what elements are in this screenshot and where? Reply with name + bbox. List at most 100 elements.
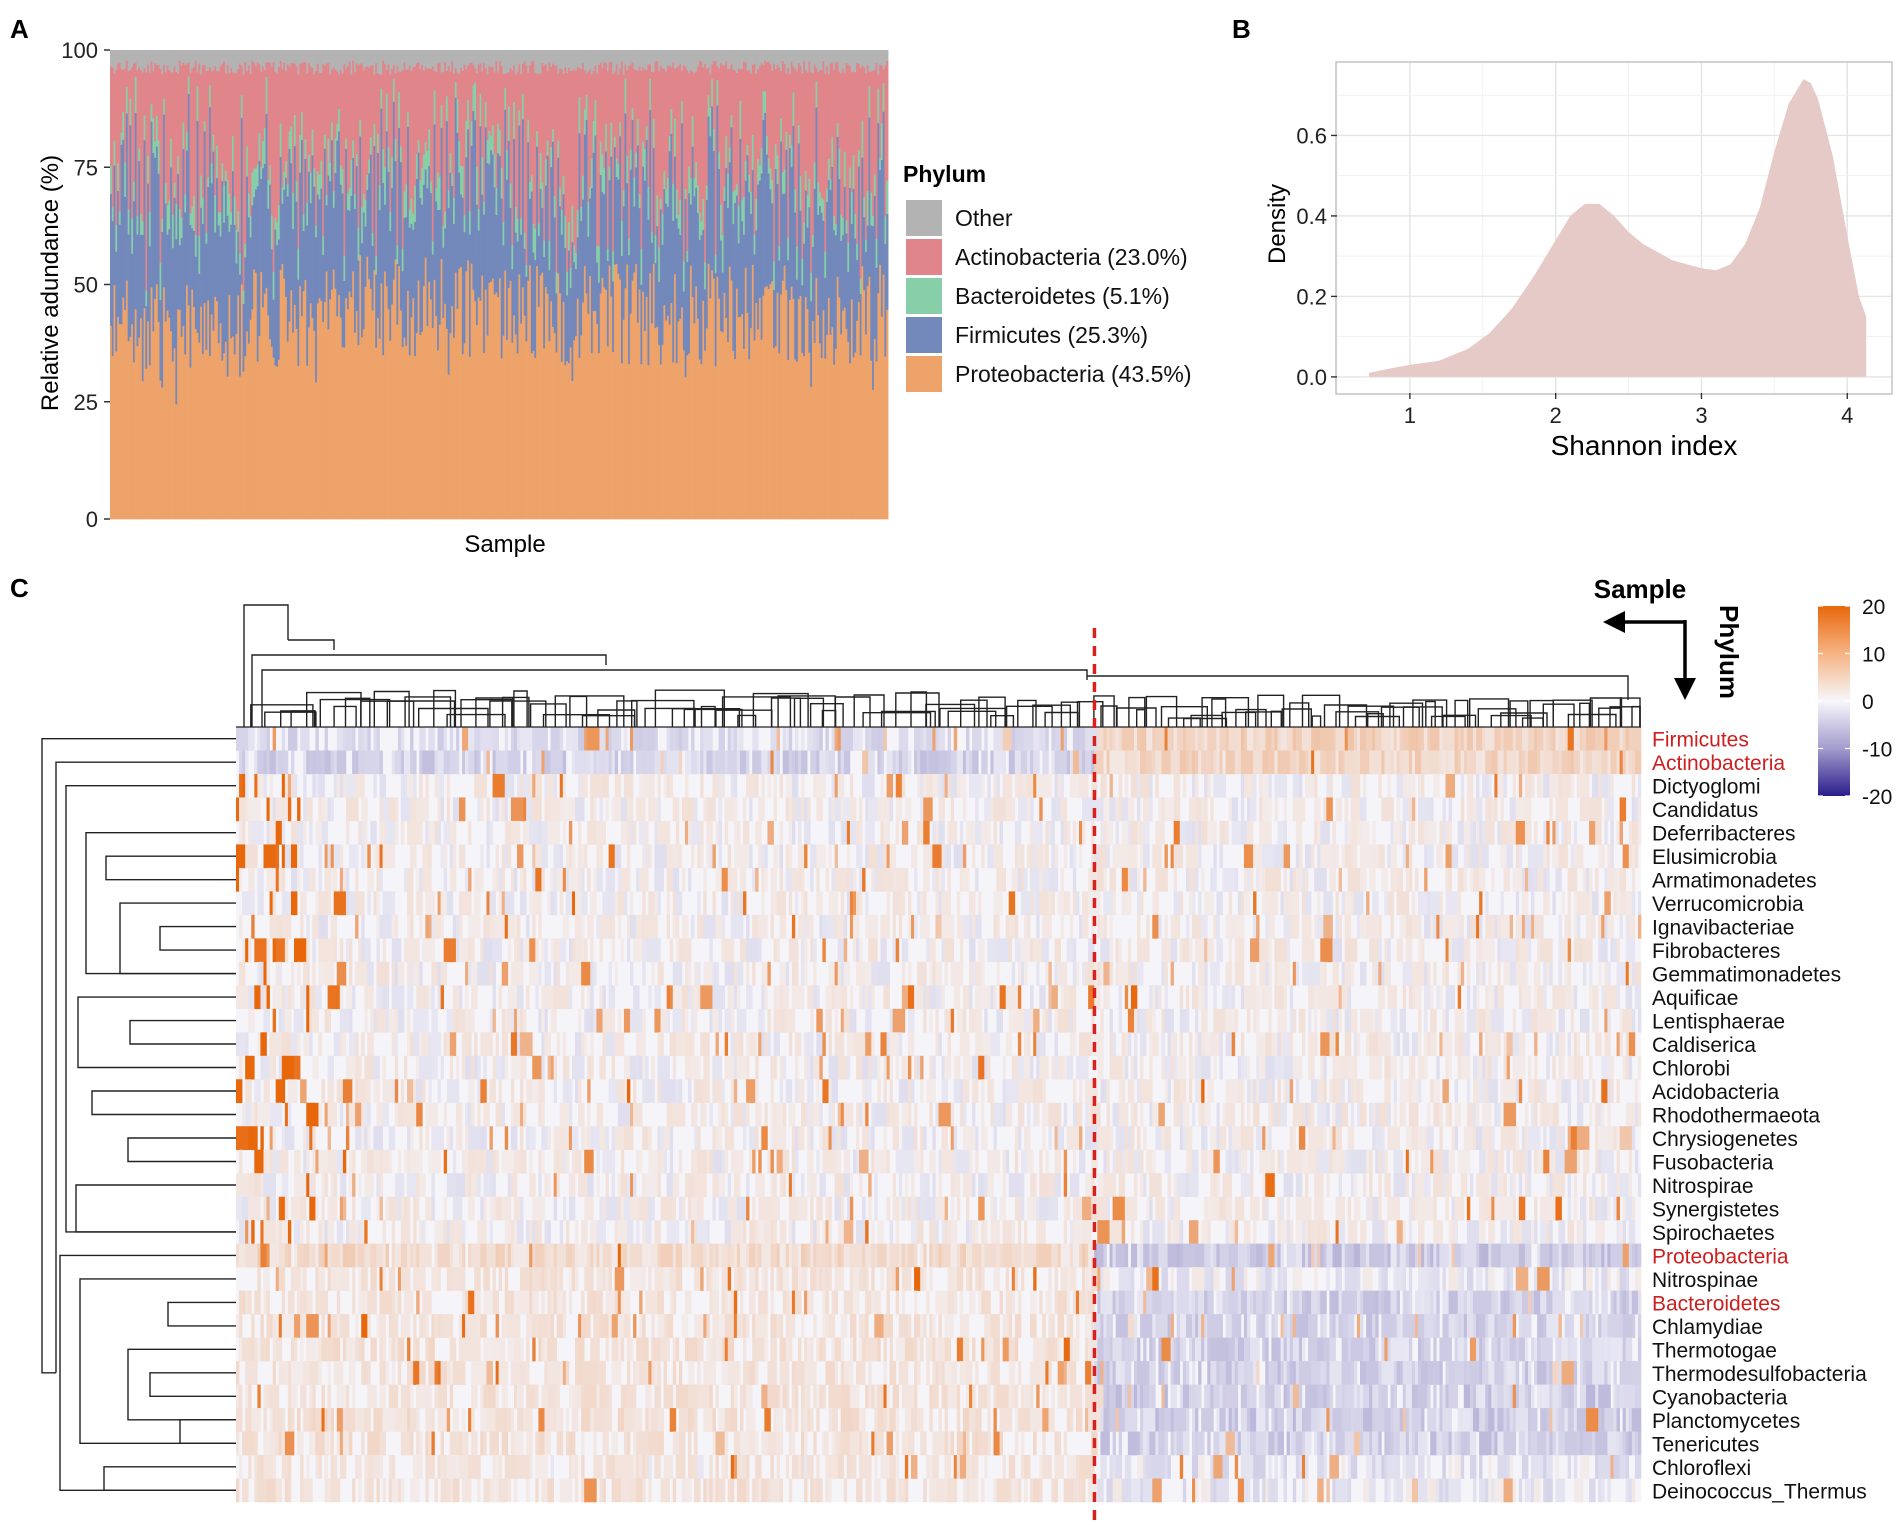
heatmap-cell	[1060, 727, 1065, 751]
bar-segment-bacteroidetes	[401, 248, 404, 272]
bar-segment-proteobacteria	[665, 320, 668, 520]
heatmap-cell	[400, 773, 408, 798]
heatmap-cell	[1014, 914, 1019, 939]
bar-segment-other	[152, 50, 155, 72]
bar-segment-firmicutes	[642, 166, 645, 292]
bar-segment-proteobacteria	[850, 299, 854, 520]
bar-segment-bacteroidetes	[875, 238, 878, 268]
heatmap-cell	[1411, 820, 1416, 845]
heatmap-cell	[1631, 891, 1636, 916]
bar-segment-bacteroidetes	[744, 160, 747, 181]
heatmap-cell	[1408, 844, 1413, 869]
heatmap-cell	[1103, 867, 1107, 892]
heatmap-cell	[1485, 914, 1495, 939]
heatmap-cell	[1503, 961, 1507, 986]
heatmap-cell	[290, 820, 298, 845]
bar-segment-firmicutes	[168, 229, 171, 318]
heatmap-cell	[749, 844, 753, 869]
bar-segment-firmicutes	[226, 215, 229, 377]
bar-segment-bacteroidetes	[122, 111, 125, 140]
bar-segment-actinobacteria	[661, 67, 664, 215]
bar-segment-bacteroidetes	[187, 76, 191, 94]
heatmap-cell	[312, 961, 316, 986]
heatmap-cell	[501, 844, 506, 869]
bar-segment-firmicutes	[670, 133, 673, 304]
heatmap-cell	[859, 727, 863, 751]
bar-segment-proteobacteria	[790, 286, 793, 520]
heatmap-cell	[1106, 750, 1110, 775]
bar-segment-bacteroidetes	[859, 278, 862, 294]
bar-segment-bacteroidetes	[253, 168, 256, 197]
bar-segment-other	[399, 50, 403, 72]
heatmap-cell	[1485, 727, 1495, 751]
heatmap-cell	[1140, 750, 1147, 775]
heatmap-cell	[840, 820, 848, 845]
heatmap-cell	[675, 844, 683, 869]
bar-segment-firmicutes	[415, 178, 419, 333]
heatmap-cell	[1598, 961, 1602, 986]
heatmap-cell	[1106, 727, 1110, 751]
heatmap-cell	[1140, 891, 1144, 916]
heatmap-cell	[1204, 938, 1208, 963]
heatmap-cell	[1537, 938, 1541, 963]
heatmap-cell	[550, 750, 564, 775]
bar-segment-actinobacteria	[666, 65, 670, 178]
bar-segment-firmicutes	[458, 172, 461, 269]
heatmap-cell	[410, 750, 414, 775]
bar-segment-bacteroidetes	[824, 251, 827, 279]
heatmap-cell	[798, 820, 802, 845]
heatmap-cell	[422, 750, 435, 775]
bar-segment-firmicutes	[201, 223, 205, 354]
bar-segment-actinobacteria	[636, 70, 640, 120]
heatmap-cell	[379, 867, 383, 892]
bar-segment-proteobacteria	[283, 278, 286, 520]
bar-segment-bacteroidetes	[200, 175, 203, 208]
bar-segment-other	[338, 50, 341, 75]
heatmap-cell	[1448, 750, 1455, 775]
bar-segment-firmicutes	[300, 139, 304, 317]
heatmap-cell	[1109, 867, 1116, 892]
heatmap-cell	[1387, 985, 1397, 1010]
bar-segment-bacteroidetes	[509, 183, 512, 208]
bar-segment-firmicutes	[306, 225, 309, 366]
heatmap-cell	[843, 961, 851, 986]
heatmap-cell	[617, 867, 622, 892]
bar-segment-firmicutes	[113, 165, 116, 286]
bar-segment-other	[472, 50, 475, 65]
bar-segment-proteobacteria	[426, 325, 429, 520]
heatmap-cell	[1228, 938, 1233, 963]
bar-segment-actinobacteria	[415, 62, 419, 155]
bar-segment-actinobacteria	[410, 71, 413, 199]
bar-segment-firmicutes	[493, 187, 496, 295]
bar-segment-bacteroidetes	[493, 153, 496, 188]
heatmap-cell	[1225, 914, 1229, 939]
heatmap-cell	[1567, 750, 1572, 775]
heatmap-cell	[1497, 820, 1501, 845]
heatmap-cell	[562, 1032, 567, 1057]
bar-segment-bacteroidetes	[288, 131, 291, 149]
bar-segment-actinobacteria	[606, 70, 610, 249]
bar-segment-actinobacteria	[725, 60, 728, 137]
bar-segment-proteobacteria	[120, 323, 123, 520]
bar-segment-bacteroidetes	[237, 210, 240, 232]
bar-segment-firmicutes	[385, 130, 389, 287]
heatmap-cell	[1280, 727, 1287, 751]
bar-segment-firmicutes	[727, 207, 730, 342]
heatmap-cell	[743, 891, 747, 916]
bar-segment-actinobacteria	[806, 72, 809, 196]
heatmap-cell	[1390, 844, 1397, 869]
heatmap-cell	[1558, 961, 1562, 986]
heatmap-cell	[1579, 797, 1590, 822]
bar-segment-firmicutes	[621, 255, 624, 364]
heatmap-cell	[1485, 891, 1489, 916]
heatmap-cell	[352, 985, 356, 1010]
bar-segment-bacteroidetes	[444, 210, 447, 229]
heatmap-cell	[587, 727, 600, 751]
heatmap-cell	[1039, 891, 1049, 916]
bar-segment-bacteroidetes	[628, 238, 631, 256]
heatmap-cell	[816, 985, 820, 1010]
heatmap-cell	[260, 961, 264, 986]
heatmap-cell	[1414, 867, 1419, 892]
bar-segment-bacteroidetes	[599, 141, 603, 175]
heatmap-cell	[590, 750, 594, 775]
